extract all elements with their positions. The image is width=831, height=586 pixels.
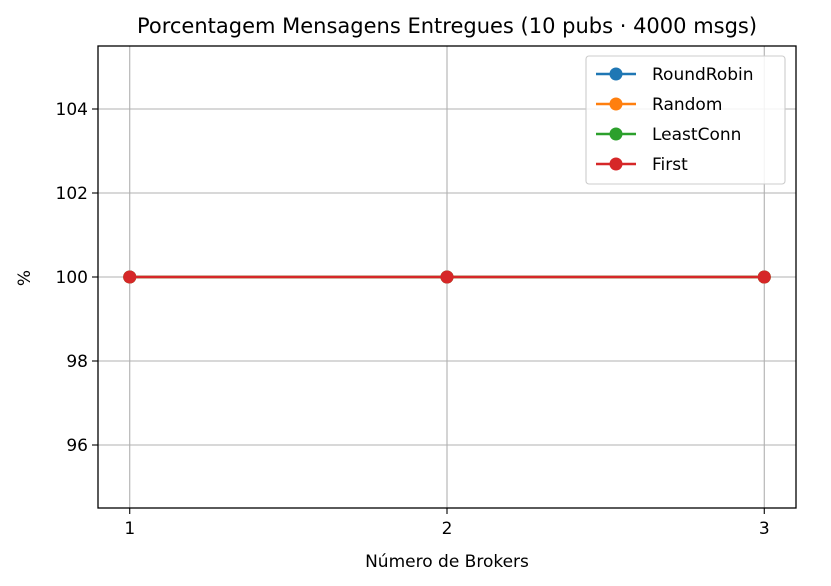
legend-marker (609, 127, 623, 141)
x-tick-label: 3 (759, 519, 770, 539)
x-axis-label: Número de Brokers (365, 552, 529, 572)
legend-label: First (652, 155, 688, 175)
chart-title: Porcentagem Mensagens Entregues (10 pubs… (137, 14, 757, 38)
legend-label: RoundRobin (652, 65, 754, 85)
x-tick-label: 2 (442, 519, 453, 539)
y-tick-label: 100 (56, 268, 88, 288)
y-axis-label: % (15, 270, 35, 286)
axis-ticks: 1 2 3 96 98 100 102 104 (56, 100, 770, 539)
legend-box (585, 55, 786, 185)
y-tick-label: 96 (66, 436, 88, 456)
data-point (440, 270, 454, 284)
legend-marker (609, 97, 623, 111)
legend-item: Random (596, 95, 722, 115)
y-tick-label: 98 (66, 352, 88, 372)
legend-label: Random (652, 95, 722, 115)
y-tick-label: 104 (56, 100, 88, 120)
legend-item: LeastConn (596, 125, 741, 145)
legend-label: LeastConn (652, 125, 741, 145)
legend-marker (609, 67, 623, 81)
data-point (757, 270, 771, 284)
series-layer (123, 270, 771, 284)
data-point (123, 270, 137, 284)
y-tick-label: 102 (56, 184, 88, 204)
legend-marker (609, 157, 623, 171)
legend-item: First (596, 155, 688, 175)
x-tick-label: 1 (124, 519, 135, 539)
series-first (123, 270, 771, 284)
legend-item: RoundRobin (596, 65, 754, 85)
legend: RoundRobin Random LeastConn First (585, 55, 786, 185)
